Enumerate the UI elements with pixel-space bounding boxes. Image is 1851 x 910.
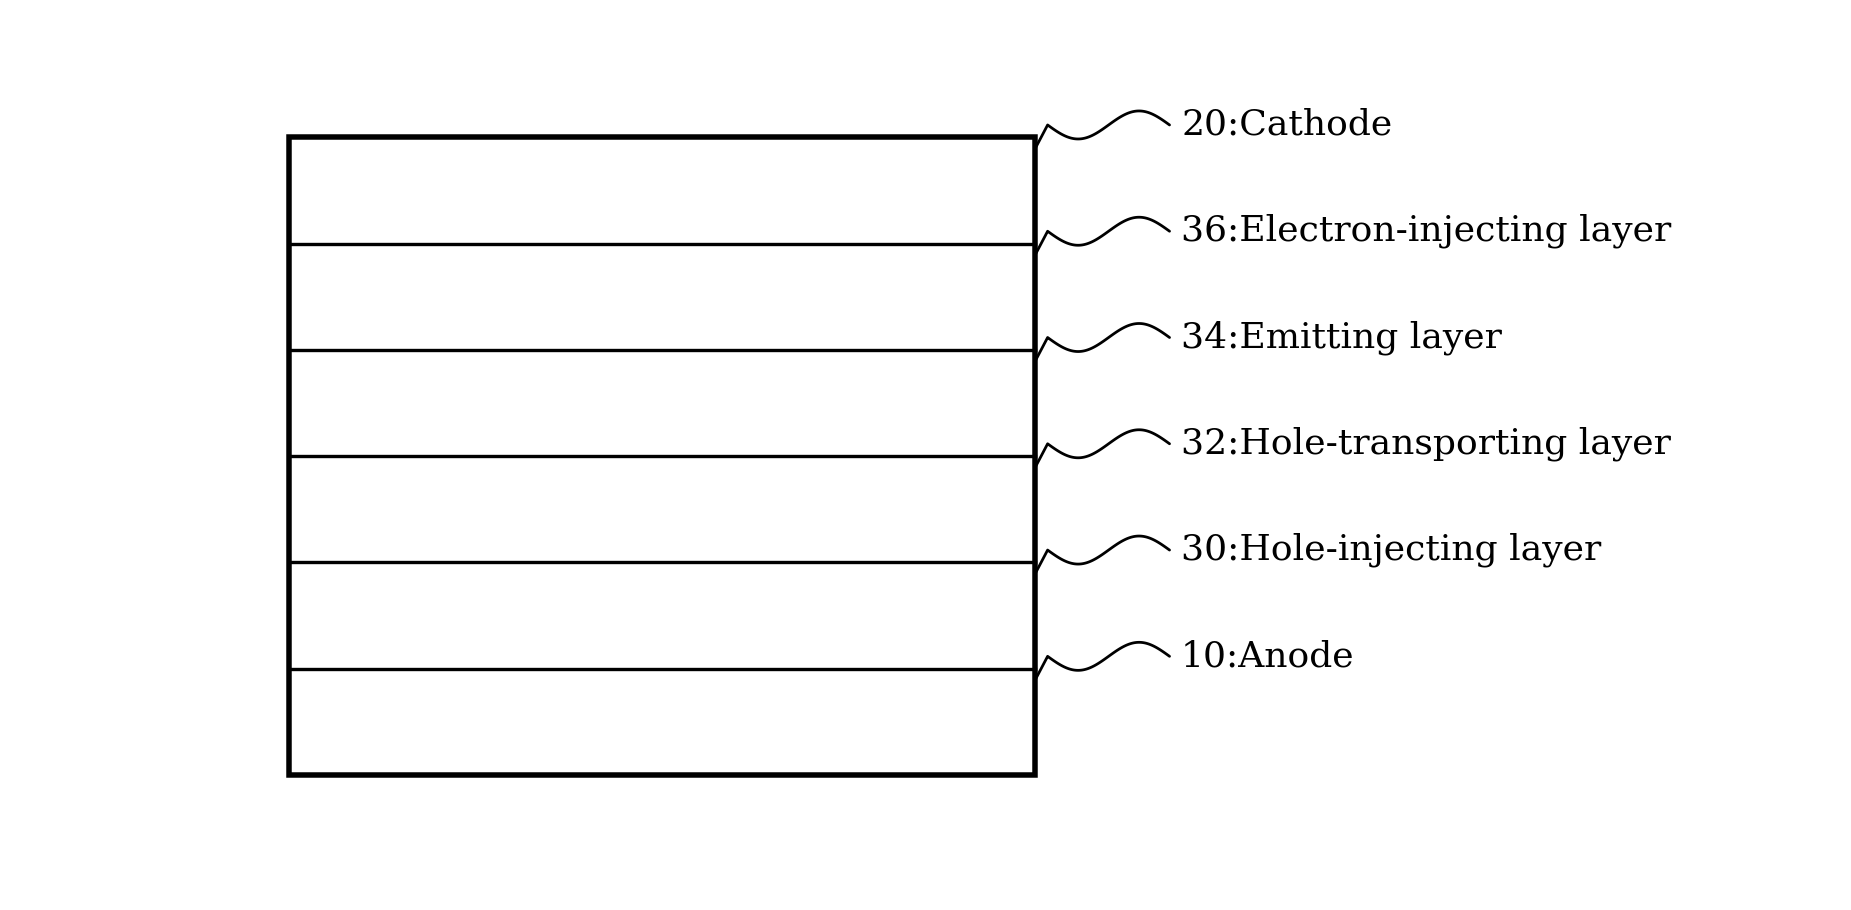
Text: 10:Anode: 10:Anode xyxy=(1181,640,1355,673)
Text: 36:Electron-injecting layer: 36:Electron-injecting layer xyxy=(1181,214,1671,248)
Text: 20:Cathode: 20:Cathode xyxy=(1181,108,1392,142)
Bar xyxy=(289,137,1035,775)
Text: 32:Hole-transporting layer: 32:Hole-transporting layer xyxy=(1181,427,1671,461)
Text: 34:Emitting layer: 34:Emitting layer xyxy=(1181,320,1501,355)
Text: 30:Hole-injecting layer: 30:Hole-injecting layer xyxy=(1181,533,1601,567)
